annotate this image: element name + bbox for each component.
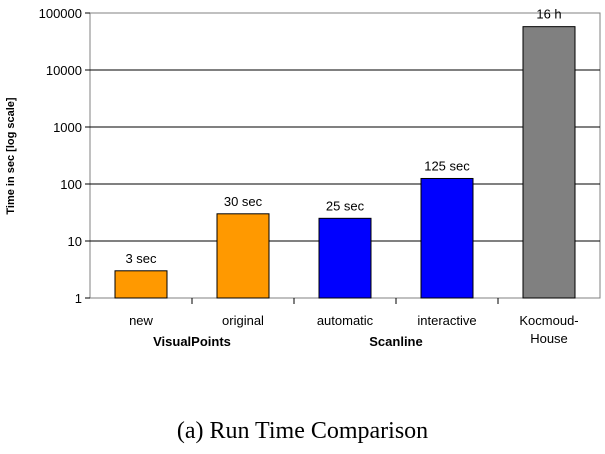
bars [114, 26, 576, 299]
bar-data-label: 30 sec [224, 194, 263, 209]
bar-data-label: 125 sec [424, 158, 470, 173]
group-label: Scanline [369, 334, 422, 349]
y-tick-label: 100000 [39, 6, 82, 21]
data-labels: 3 sec 30 sec 25 sec 125 sec 16 h [125, 7, 561, 266]
figure-caption: (a) Run Time Comparison [176, 418, 429, 444]
category-label: new [129, 313, 153, 328]
group-labels: VisualPoints Scanline [153, 334, 423, 349]
category-label: interactive [417, 313, 476, 328]
bar-data-label: 3 sec [125, 251, 157, 266]
bar [216, 213, 270, 299]
bar [420, 177, 474, 299]
y-tick-label: 10 [68, 234, 82, 249]
y-axis-title: Time in sec [log scale] [5, 97, 17, 215]
y-tick-label: 10000 [46, 63, 82, 78]
group-label: VisualPoints [153, 334, 231, 349]
bar [114, 270, 168, 299]
category-label: original [222, 313, 264, 328]
category-label: Kocmoud- [519, 313, 578, 328]
y-axis-ticks: 1 10 100 1000 10000 100000 [39, 6, 90, 306]
y-tick-label: 1 [75, 291, 82, 306]
category-label: House [530, 331, 568, 346]
run-time-chart: 1 10 100 1000 10000 100000 3 sec 30 sec 25 sec 1… [5, 6, 601, 349]
bar-data-label: 25 sec [326, 198, 365, 213]
y-tick-label: 100 [60, 177, 82, 192]
y-tick-label: 1000 [53, 120, 82, 135]
bar-data-label: 16 h [536, 7, 561, 22]
category-label: automatic [317, 313, 374, 328]
bar [522, 26, 576, 299]
bar [318, 217, 372, 299]
category-labels: new original automatic interactive Kocmoud- H… [129, 298, 579, 346]
